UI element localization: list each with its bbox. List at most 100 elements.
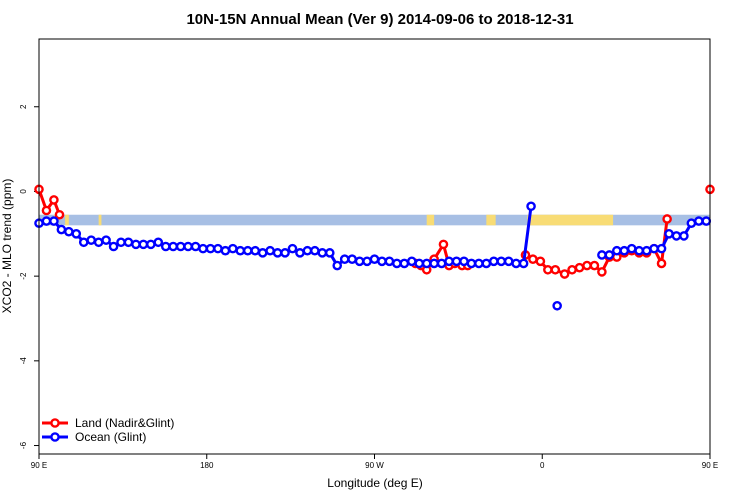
data-point-ocean	[429, 258, 439, 269]
data-point-ocean	[175, 241, 186, 252]
map-ocean-band	[39, 214, 710, 226]
data-point-ocean	[474, 258, 484, 269]
data-point-ocean	[86, 235, 96, 245]
chart-title: 10N-15N Annual Mean (Ver 9) 2014-09-06 t…	[186, 11, 573, 28]
data-point-ocean	[451, 256, 462, 267]
data-point-land	[535, 256, 546, 267]
data-point-ocean	[362, 256, 372, 267]
data-point-ocean	[64, 226, 74, 237]
data-point-ocean	[526, 201, 536, 212]
legend: Land (Nadir&Glint) Ocean (Glint)	[42, 416, 174, 444]
legend-marker-ocean	[50, 432, 60, 442]
plot-frame	[38, 38, 711, 455]
data-point-ocean	[459, 256, 469, 267]
data-point-ocean	[347, 254, 357, 265]
data-point-ocean	[228, 243, 238, 254]
data-point-ocean	[324, 248, 335, 258]
y-tick-label: -6	[19, 441, 28, 449]
data-point-ocean	[49, 216, 59, 226]
y-tick-label: -2	[19, 272, 28, 280]
data-point-ocean	[518, 258, 529, 269]
data-point-ocean	[41, 216, 52, 226]
map-land-span	[527, 214, 614, 226]
data-point-ocean	[686, 218, 697, 229]
data-point-ocean	[626, 243, 637, 254]
data-point-land	[543, 264, 553, 275]
data-point-ocean	[488, 256, 499, 267]
series-line-land	[37, 188, 61, 216]
y-tick-label: 2	[19, 104, 28, 109]
axes: 90 E 180 90 W 0 90 E 2 0 -2 -4 -6	[19, 104, 718, 470]
data-point-ocean	[664, 228, 674, 239]
data-point-ocean	[183, 241, 193, 252]
data-point-ocean	[649, 243, 659, 254]
x-tick-label: 0	[540, 461, 545, 470]
data-point-ocean	[481, 258, 492, 269]
data-point-land	[582, 260, 592, 271]
x-tick-label: 90 E	[702, 461, 718, 470]
data-point-ocean	[444, 256, 454, 267]
legend-marker-land	[50, 418, 60, 428]
data-point-ocean	[399, 258, 410, 269]
y-axis-label: XCO2 - MLO trend (ppm)	[0, 179, 14, 314]
data-point-ocean	[153, 237, 164, 248]
map-land-span	[98, 214, 102, 226]
data-point-ocean	[701, 216, 712, 226]
data-point-ocean	[257, 248, 268, 258]
data-point-ocean	[287, 243, 298, 254]
data-point-ocean	[414, 258, 425, 269]
data-point-ocean	[242, 245, 253, 256]
data-point-ocean	[634, 245, 644, 256]
data-point-ocean	[235, 245, 246, 256]
x-tick-label: 180	[200, 461, 214, 470]
data-point-ocean	[377, 256, 387, 267]
data-point-land	[597, 267, 607, 277]
data-point-ocean	[466, 258, 477, 269]
map-land-span	[426, 214, 435, 226]
x-tick-label: 90 W	[365, 461, 384, 470]
data-point-land	[438, 239, 449, 250]
data-point-ocean	[436, 258, 447, 269]
data-point-ocean	[604, 250, 615, 260]
data-point-ocean	[392, 258, 402, 269]
data-series	[34, 184, 715, 311]
data-point-ocean	[220, 245, 231, 256]
data-point-ocean	[205, 243, 216, 254]
data-point-ocean	[679, 231, 689, 241]
data-point-ocean	[190, 241, 201, 252]
data-point-ocean	[332, 260, 343, 271]
legend-label-land: Land (Nadir&Glint)	[75, 416, 174, 430]
data-point-land	[559, 269, 570, 279]
data-point-ocean	[511, 258, 521, 269]
data-point-ocean	[138, 239, 149, 250]
data-point-ocean	[295, 248, 305, 258]
data-point-ocean	[78, 237, 89, 248]
data-point-ocean	[503, 256, 514, 267]
data-point-land	[589, 260, 600, 271]
data-point-ocean	[108, 241, 119, 252]
data-point-ocean	[302, 245, 313, 256]
data-point-ocean	[619, 245, 630, 256]
series-ocean	[34, 201, 712, 311]
data-point-ocean	[656, 243, 667, 254]
data-point-ocean	[369, 254, 380, 265]
data-point-land	[656, 258, 667, 269]
data-point-ocean	[339, 254, 350, 265]
data-point-ocean	[280, 248, 290, 258]
data-point-ocean	[160, 241, 171, 252]
data-point-ocean	[146, 239, 156, 250]
data-point-ocean	[56, 224, 67, 235]
data-point-ocean	[406, 256, 417, 267]
data-point-ocean	[641, 245, 652, 256]
legend-label-ocean: Ocean (Glint)	[75, 430, 146, 444]
data-point-ocean	[354, 256, 365, 267]
data-point-ocean	[213, 243, 223, 254]
map-strip	[39, 214, 710, 226]
data-point-land	[41, 205, 52, 216]
data-point-ocean	[310, 245, 320, 256]
data-point-ocean	[694, 216, 704, 226]
data-point-land	[662, 214, 672, 224]
map-land-span	[486, 214, 496, 226]
